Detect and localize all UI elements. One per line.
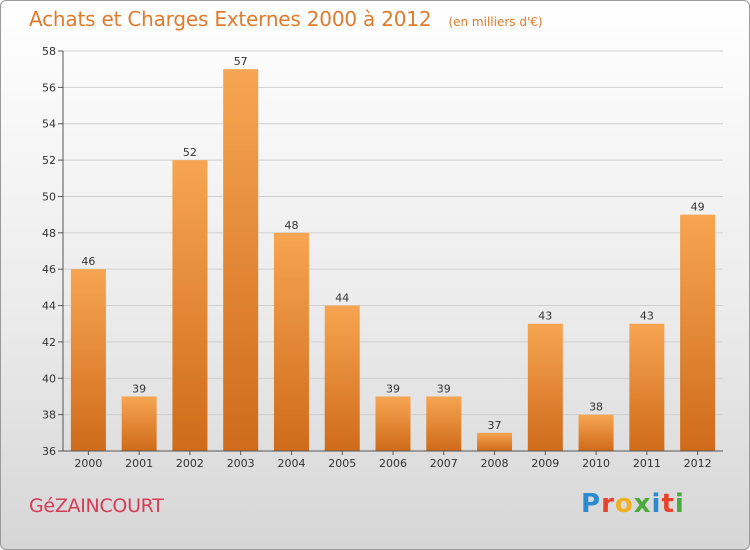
- y-tick-label: 36: [42, 445, 56, 458]
- bar-value-label: 39: [132, 382, 146, 395]
- chart-subtitle: (en milliers d'€): [448, 15, 543, 29]
- bar-value-label: 44: [335, 292, 349, 305]
- bar-value-label: 46: [81, 255, 95, 268]
- axis-layer: [58, 50, 723, 455]
- title-row: Achats et Charges Externes 2000 à 2012 (…: [29, 7, 543, 31]
- logo-letter: r: [601, 489, 615, 519]
- bar: [629, 323, 665, 451]
- y-tick-label: 50: [42, 190, 56, 203]
- x-tick-label: 2010: [582, 457, 610, 470]
- bar: [680, 214, 716, 451]
- y-tick-label: 44: [42, 300, 56, 313]
- x-tick-label: 2012: [684, 457, 712, 470]
- x-tick-label: 2011: [633, 457, 661, 470]
- bar: [477, 432, 513, 451]
- bar-value-label: 43: [538, 310, 552, 323]
- bar: [527, 323, 563, 451]
- bar-value-label: 38: [589, 401, 603, 414]
- x-tick-label: 2006: [379, 457, 407, 470]
- logo-letter: i: [674, 489, 685, 519]
- logo-letter: x: [633, 489, 652, 519]
- bar: [273, 232, 309, 451]
- y-tick-label: 54: [42, 118, 56, 131]
- x-tick-label: 2008: [481, 457, 509, 470]
- logo-letter: P: [581, 489, 602, 519]
- bar-value-label: 49: [691, 201, 705, 214]
- logo-letter: i: [651, 489, 662, 519]
- bar: [426, 396, 462, 451]
- x-tick-label: 2000: [74, 457, 102, 470]
- logo-letter: o: [614, 489, 634, 519]
- bar-value-label: 57: [234, 55, 248, 68]
- x-tick-label: 2009: [531, 457, 559, 470]
- bar: [223, 69, 259, 451]
- bar-value-label: 39: [437, 382, 451, 395]
- bar: [70, 269, 106, 451]
- bar-value-label: 39: [386, 382, 400, 395]
- y-tick-label: 40: [42, 372, 56, 385]
- bar: [172, 160, 208, 451]
- x-tick-label: 2005: [328, 457, 356, 470]
- proxiti-logo[interactable]: Proxiti: [581, 489, 685, 519]
- bar: [324, 305, 360, 451]
- bar-value-label: 48: [284, 219, 298, 232]
- y-tick-label: 52: [42, 154, 56, 167]
- bar-layer: [70, 69, 716, 451]
- commune-name: GéZAINCOURT: [29, 495, 164, 517]
- x-tick-label: 2004: [277, 457, 305, 470]
- bar: [121, 396, 157, 451]
- bar-value-label: 52: [183, 146, 197, 159]
- x-tick-label: 2002: [176, 457, 204, 470]
- y-tick-label: 58: [42, 45, 56, 58]
- x-tick-label: 2003: [227, 457, 255, 470]
- bar-value-label: 37: [488, 419, 502, 432]
- x-tick-label: 2001: [125, 457, 153, 470]
- bar: [375, 396, 411, 451]
- bar: [578, 414, 614, 451]
- y-tick-label: 42: [42, 336, 56, 349]
- y-tick-label: 56: [42, 81, 56, 94]
- y-tick-label: 46: [42, 263, 56, 276]
- chart-title: Achats et Charges Externes 2000 à 2012: [29, 7, 432, 31]
- x-tick-label: 2007: [430, 457, 458, 470]
- label-layer: 36 38 40 42 44 46 48 50 52 54 56 58 46 2000 39 2001 52 20…: [42, 45, 712, 470]
- y-tick-label: 48: [42, 227, 56, 240]
- y-tick-label: 38: [42, 409, 56, 422]
- logo-letter: t: [661, 489, 675, 519]
- bar-value-label: 43: [640, 310, 654, 323]
